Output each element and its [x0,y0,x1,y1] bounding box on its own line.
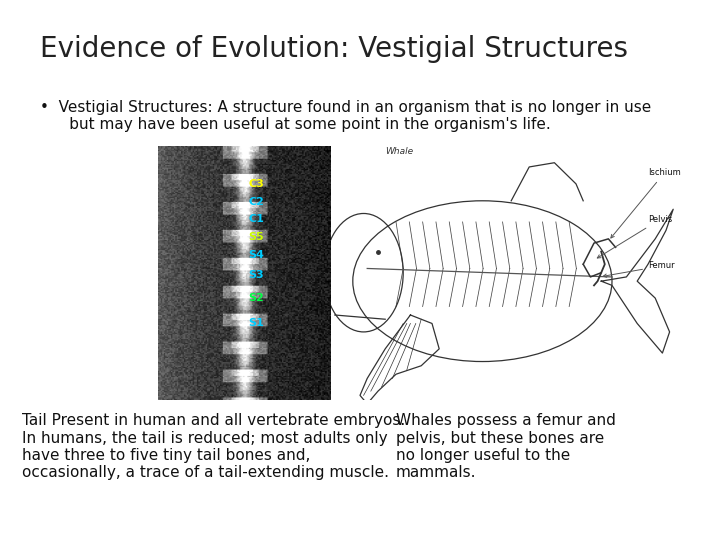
Text: S4: S4 [248,250,264,260]
Text: C2: C2 [248,197,264,207]
Text: C1: C1 [248,214,264,225]
Text: •  Vestigial Structures: A structure found in an organism that is no longer in u: • Vestigial Structures: A structure foun… [40,100,651,132]
Text: Whales possess a femur and
pelvis, but these bones are
no longer useful to the
m: Whales possess a femur and pelvis, but t… [396,413,616,480]
Text: Tail Present in human and all vertebrate embryos.
In humans, the tail is reduced: Tail Present in human and all vertebrate… [22,413,405,480]
Text: Evidence of Evolution: Vestigial Structures: Evidence of Evolution: Vestigial Structu… [40,35,628,63]
Text: Femur: Femur [603,261,675,278]
Text: S1: S1 [248,319,264,328]
Text: Whale: Whale [385,147,413,156]
Text: S3: S3 [248,270,264,280]
Text: C3: C3 [248,179,264,189]
Text: Pelvis: Pelvis [598,215,672,258]
Text: S5: S5 [248,232,264,242]
Text: S2: S2 [248,293,264,303]
Text: Ischium: Ischium [611,168,680,238]
